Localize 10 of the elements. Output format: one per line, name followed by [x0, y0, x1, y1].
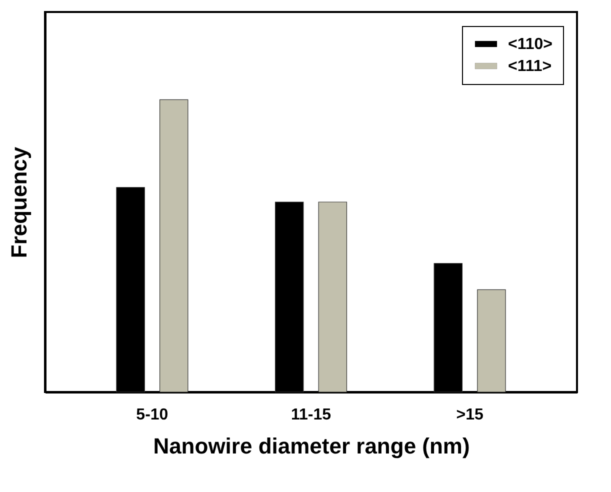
- bar: [318, 202, 348, 392]
- x-tick-label: 5-10: [136, 406, 168, 424]
- legend-label: <111>: [508, 58, 552, 75]
- x-tick-label: 11-15: [290, 406, 332, 424]
- bar: [477, 289, 506, 392]
- y-axis-title: Frequency: [6, 146, 32, 258]
- bar: [159, 99, 188, 392]
- legend-label: <110>: [508, 36, 552, 53]
- x-axis-title: Nanowire diameter range (nm): [153, 434, 470, 458]
- x-tick-label: >15: [456, 406, 484, 424]
